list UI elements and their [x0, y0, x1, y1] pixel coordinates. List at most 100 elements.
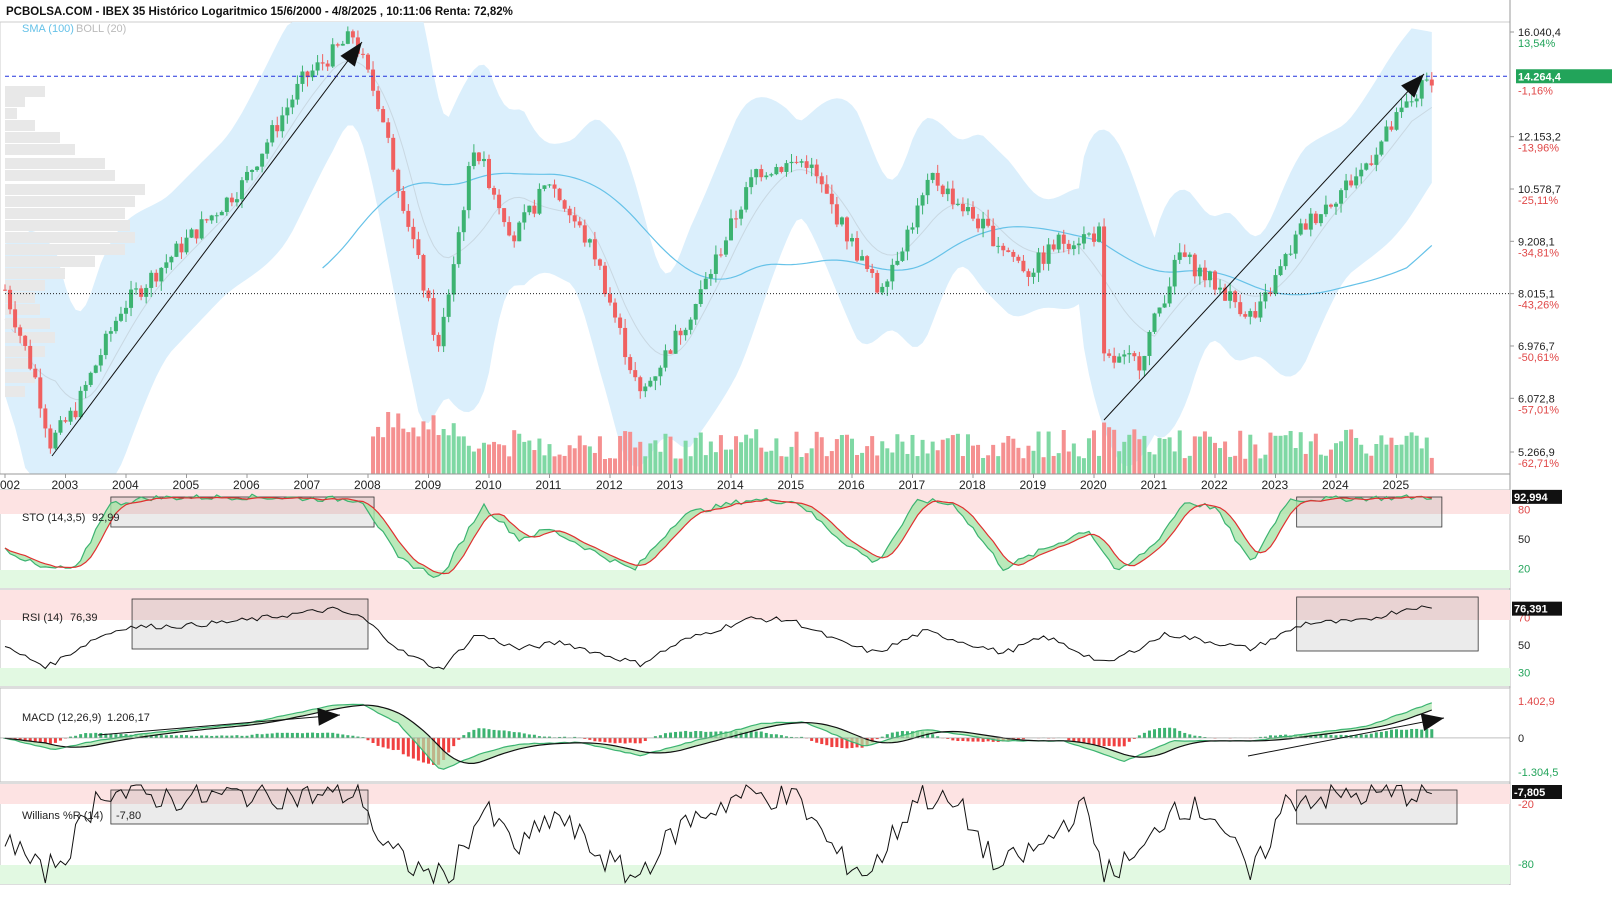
y-tick-label: 16.040,4	[1518, 27, 1561, 39]
macd-histogram-bar	[1319, 735, 1323, 738]
candle-body	[996, 245, 1001, 247]
volume-bar	[915, 456, 920, 474]
overbought-zone	[0, 590, 1510, 620]
candle-body	[557, 188, 562, 201]
macd-histogram-bar	[784, 736, 788, 738]
highlight-box	[1296, 496, 1443, 528]
macd-histogram-bar	[749, 731, 753, 738]
y-tick-label: 6.072,8	[1518, 393, 1555, 405]
volume-bar	[850, 438, 854, 474]
volume-bar	[658, 451, 663, 474]
candle-body	[23, 335, 28, 346]
macd-histogram-bar	[492, 729, 496, 738]
macd-histogram-bar	[532, 734, 536, 738]
macd-histogram-bar	[704, 731, 708, 738]
overbought-zone	[0, 784, 1510, 804]
volume-bar	[950, 435, 955, 474]
candle-body	[1263, 292, 1268, 302]
stochastic-panel: 80 50 20 92,994	[0, 489, 1562, 589]
macd-histogram-bar	[154, 734, 158, 738]
volume-bar	[487, 444, 491, 474]
volume-bar	[1233, 455, 1238, 474]
volume-bar	[976, 444, 981, 474]
candle-body	[950, 188, 955, 205]
volume-bar	[512, 430, 517, 474]
volume-bar	[492, 441, 497, 474]
macd-histogram-bar	[709, 731, 713, 738]
candle-body	[13, 309, 18, 328]
macd-histogram-bar	[497, 730, 501, 738]
candle-body	[739, 209, 744, 219]
volume-bar	[1092, 430, 1096, 474]
macd-histogram-bar	[1072, 737, 1076, 742]
volume-bar	[688, 456, 693, 474]
candle-body	[28, 345, 33, 369]
x-tick-label: 2010	[475, 478, 502, 492]
volume-bar	[1323, 455, 1328, 474]
macd-histogram-bar	[795, 737, 799, 738]
volume-bar	[794, 431, 799, 474]
macd-histogram-bar	[613, 737, 617, 744]
volume-bar	[1112, 429, 1117, 474]
macd-histogram-bar	[779, 735, 783, 738]
macd-histogram-bar	[119, 733, 123, 738]
volume-bar	[1243, 458, 1248, 474]
macd-histogram-bar	[1334, 735, 1338, 738]
candle-body	[1167, 286, 1172, 304]
volume-bar	[1021, 458, 1026, 474]
macd-histogram-bar	[694, 730, 698, 738]
volume-bar	[476, 448, 481, 474]
volume-bar	[965, 434, 970, 474]
macd-histogram-bar	[1425, 729, 1429, 738]
sma-100-line	[322, 172, 1433, 296]
candle-body	[270, 125, 275, 143]
candle-body	[663, 350, 668, 368]
macd-histogram-bar	[457, 737, 461, 740]
macd-histogram-bar	[391, 737, 395, 751]
volume-bar	[648, 443, 653, 474]
volume-bar	[824, 456, 829, 474]
volume-bar	[1071, 443, 1076, 474]
macd-histogram-bar	[1359, 734, 1363, 738]
volume-bar	[749, 438, 754, 474]
volume-bar	[1016, 447, 1021, 474]
candle-body	[1313, 213, 1318, 224]
boll-legend: BOLL (20)	[76, 23, 126, 35]
volume-bar	[779, 456, 784, 474]
macd-histogram-bar	[1112, 737, 1116, 747]
candle-body	[224, 197, 229, 212]
macd-histogram-bar	[507, 731, 511, 738]
macd-histogram-bar	[467, 732, 471, 738]
candle-body	[199, 219, 204, 239]
macd-histogram-bar	[1193, 735, 1197, 738]
candle-body	[1303, 223, 1308, 230]
y-tick-label: 9.208,1	[1518, 236, 1555, 248]
candle-body	[255, 166, 260, 171]
volume-bar	[784, 456, 789, 474]
macd-histogram-bar	[1137, 735, 1141, 738]
macd-histogram-bar	[820, 737, 824, 745]
candle-body	[1157, 307, 1162, 314]
sto-d-line	[4, 496, 1432, 575]
volume-bar	[1218, 448, 1223, 474]
volume-bar	[623, 431, 628, 474]
volume-bar	[1228, 456, 1233, 474]
macd-histogram-bar	[739, 731, 743, 738]
volume-bar	[971, 445, 975, 474]
candle-body	[628, 357, 633, 371]
candle-body	[855, 237, 860, 261]
macd-histogram-bar	[1329, 734, 1333, 738]
candle-body	[935, 172, 940, 186]
macd-histogram-bar	[573, 736, 577, 738]
williams-r-line	[4, 783, 1432, 885]
volume-bar	[673, 458, 678, 474]
volume-bar	[471, 451, 476, 474]
volume-bar	[693, 437, 698, 474]
volume-bar	[1097, 455, 1102, 474]
rsi-last-box	[1512, 601, 1562, 616]
candle-body	[98, 355, 103, 366]
macd-histogram-bar	[210, 735, 214, 738]
candle-body	[597, 259, 602, 266]
candle-body	[920, 195, 925, 206]
candle-body	[683, 329, 688, 336]
